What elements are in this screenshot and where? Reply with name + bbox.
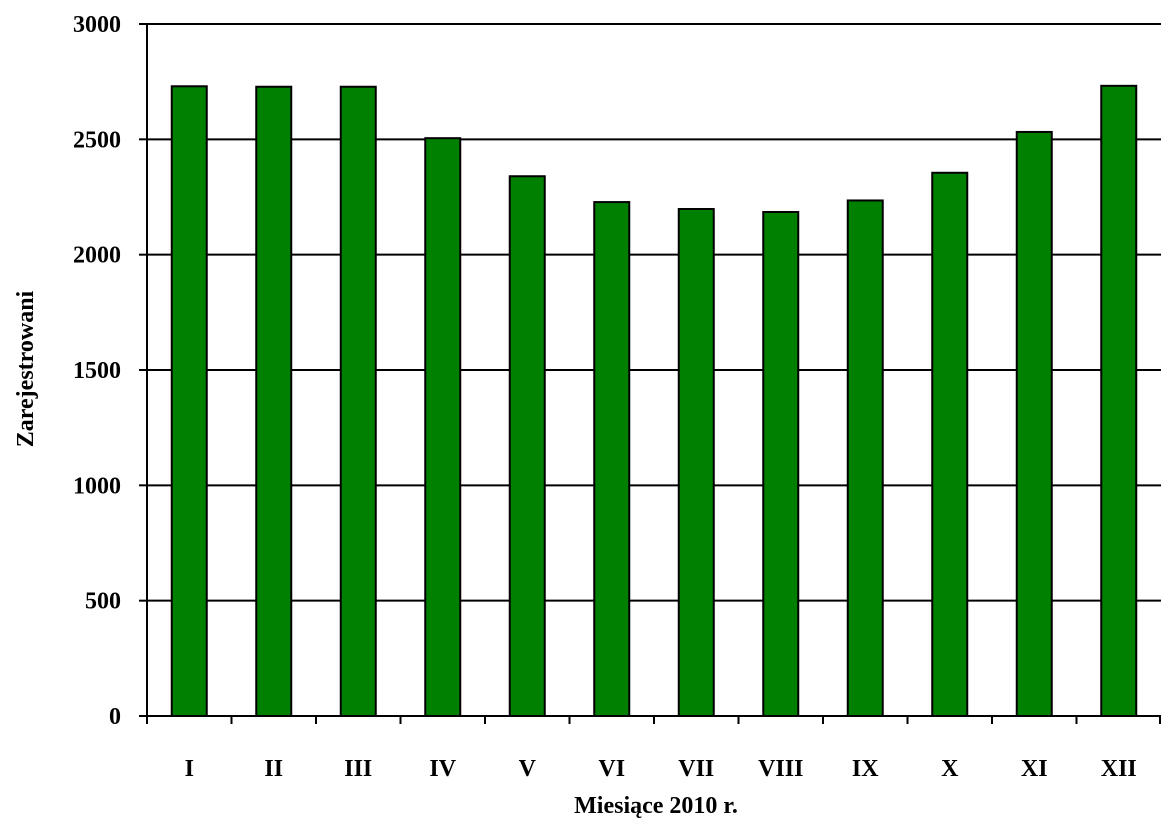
bar-VIII	[762, 210, 800, 717]
x-tick-label: IV	[429, 756, 456, 782]
y-tick-label: 2000	[73, 243, 121, 269]
bar-V	[508, 175, 546, 718]
y-axis-title: Zarejestrowani	[13, 290, 39, 447]
y-tick-label: 2500	[73, 127, 121, 153]
x-tick-label: IX	[852, 756, 879, 782]
bar-X	[931, 171, 969, 717]
bars	[170, 84, 1138, 718]
bar-IV	[424, 137, 462, 717]
x-axis-title: Miesiące 2010 r.	[574, 793, 738, 819]
bar-II	[255, 85, 293, 717]
y-tick-label: 1000	[73, 473, 121, 499]
bar-VI	[593, 201, 631, 718]
x-tick-label: X	[941, 756, 959, 782]
bar-I	[170, 85, 208, 717]
y-tick-label: 1500	[73, 358, 121, 384]
bar-IX	[846, 199, 884, 717]
y-tick-labels: 0 500 1000 1500 2000 2500 3000	[73, 12, 121, 730]
x-tick-label: VI	[598, 756, 625, 782]
x-tick-label: VIII	[758, 756, 803, 782]
x-tick-label: V	[519, 756, 537, 782]
x-tick-label: XII	[1101, 756, 1137, 782]
bar-XII	[1100, 84, 1138, 717]
x-tick-label: II	[264, 756, 283, 782]
bar-XI	[1015, 130, 1053, 717]
x-tick-label: III	[344, 756, 372, 782]
gridlines	[147, 23, 1161, 602]
bar-VII	[677, 207, 715, 717]
axes	[139, 23, 1161, 724]
x-tick-label: VII	[678, 756, 714, 782]
bar-III	[339, 85, 377, 717]
x-tick-labels: I II III IV V VI VII VIII IX X XI XII	[185, 756, 1137, 782]
x-tick-label: XI	[1021, 756, 1048, 782]
y-tick-label: 0	[109, 704, 121, 730]
y-tick-label: 500	[85, 589, 121, 615]
y-tick-label: 3000	[73, 12, 121, 38]
x-tick-label: I	[185, 756, 194, 782]
